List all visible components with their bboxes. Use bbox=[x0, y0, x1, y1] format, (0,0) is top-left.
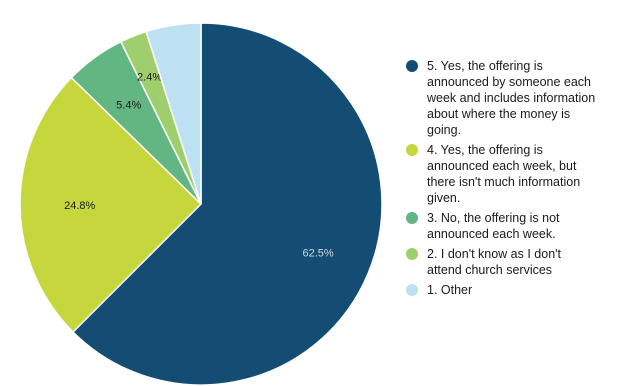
legend: 5. Yes, the offering is announced by som… bbox=[406, 58, 616, 302]
legend-label-4: 4. Yes, the offering is announced each w… bbox=[427, 143, 581, 205]
legend-swatch-3 bbox=[406, 212, 418, 224]
legend-swatch-2 bbox=[406, 248, 418, 260]
legend-swatch-5 bbox=[406, 60, 418, 72]
pie-slice-5 bbox=[145, 22, 202, 205]
legend-item-1: 1. Other bbox=[406, 282, 616, 298]
legend-label-1: 1. Other bbox=[427, 283, 473, 297]
legend-label-3: 3. No, the offering is not announced eac… bbox=[427, 211, 560, 241]
slice-value-label-4: 2.4% bbox=[137, 71, 162, 83]
legend-item-3: 3. No, the offering is not announced eac… bbox=[406, 210, 616, 242]
slice-value-label-1: 62.5% bbox=[302, 248, 333, 260]
legend-label-2: 2. I don't know as I don't attend church… bbox=[427, 247, 562, 277]
legend-item-4: 4. Yes, the offering is announced each w… bbox=[406, 142, 616, 206]
legend-swatch-4 bbox=[406, 144, 418, 156]
legend-label-5: 5. Yes, the offering is announced by som… bbox=[427, 59, 596, 137]
pie-slice-2 bbox=[19, 76, 203, 334]
slice-value-label-2: 24.8% bbox=[64, 200, 95, 212]
legend-item-2: 2. I don't know as I don't attend church… bbox=[406, 246, 616, 278]
slice-value-label-3: 5.4% bbox=[116, 99, 141, 111]
legend-swatch-1 bbox=[406, 284, 418, 296]
legend-item-5: 5. Yes, the offering is announced by som… bbox=[406, 58, 616, 138]
pie-slice-1 bbox=[71, 22, 383, 386]
pie-chart: 62.5% 24.8% 5.4% 2.4% bbox=[19, 22, 383, 386]
